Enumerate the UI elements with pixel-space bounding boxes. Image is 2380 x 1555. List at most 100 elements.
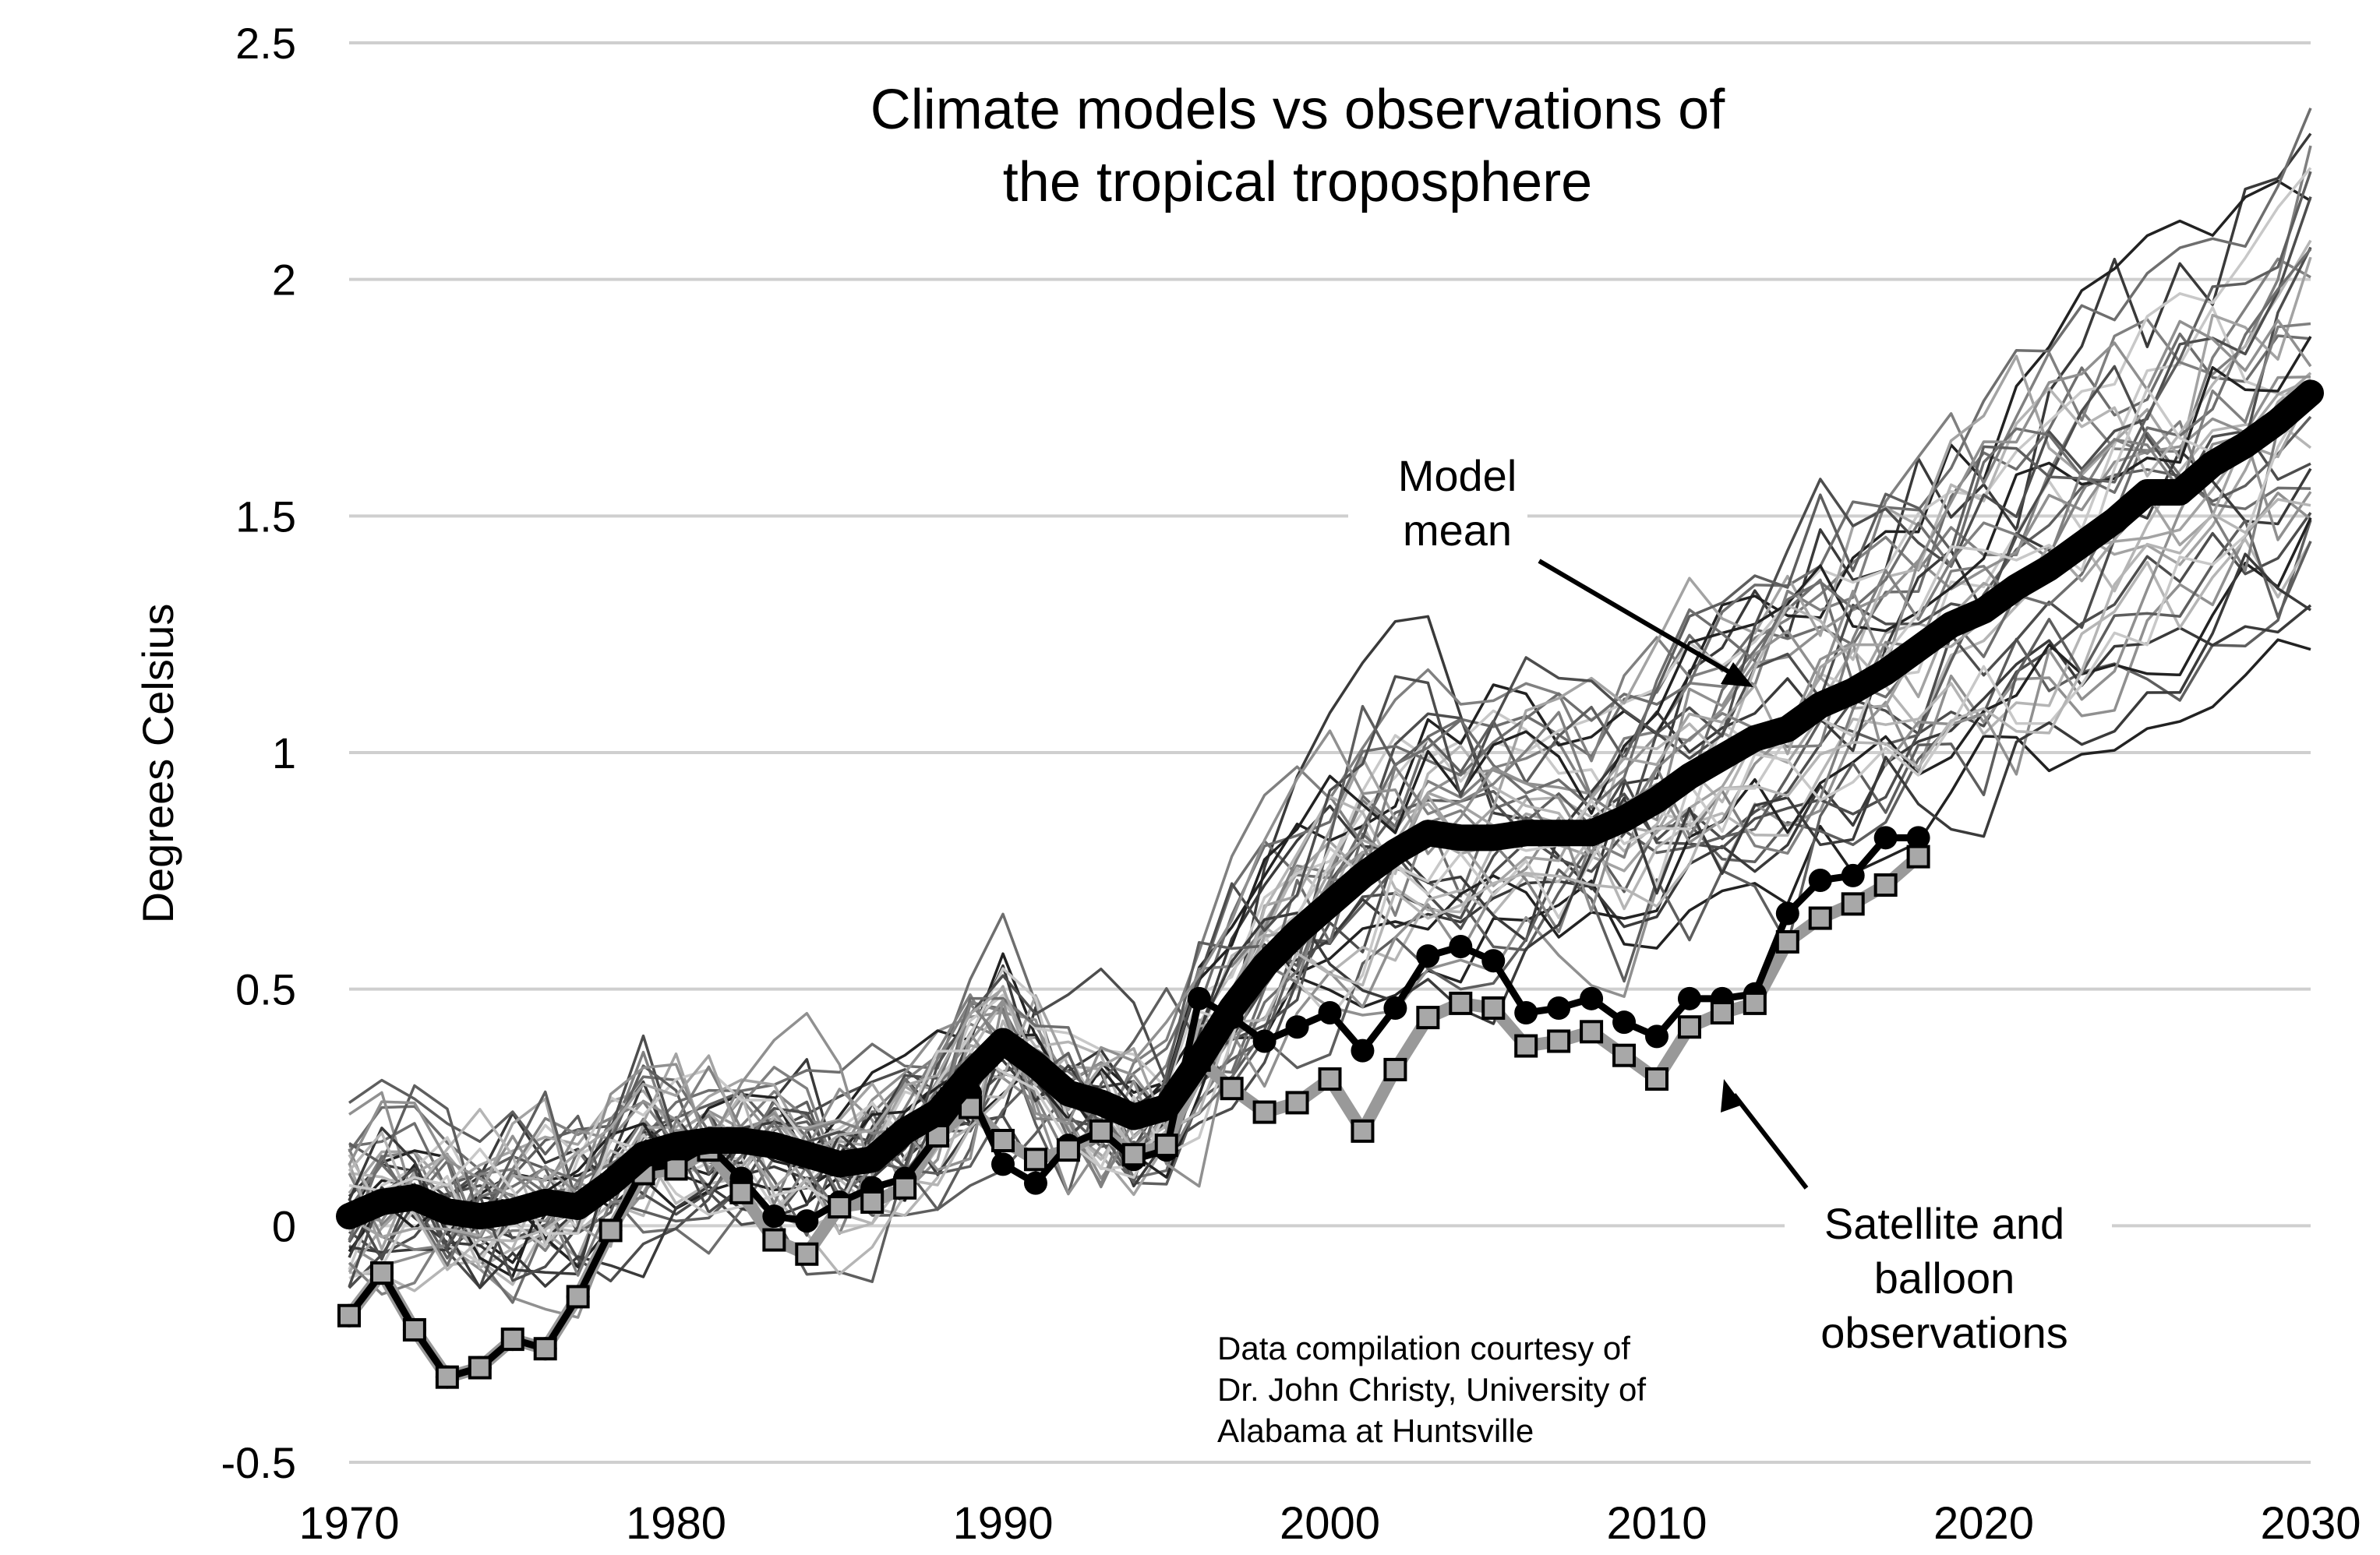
satellites-point-29 — [1285, 1015, 1309, 1039]
y-tick-label-5: 2 — [272, 256, 296, 305]
balloons-point-20 — [991, 1129, 1015, 1153]
balloons-point-41 — [1677, 1015, 1701, 1039]
satellites-point-26 — [1187, 986, 1211, 1010]
model-run-line-35 — [348, 322, 2311, 1296]
balloons-point-25 — [1154, 1134, 1178, 1158]
satellites-point-48 — [1906, 826, 1930, 850]
model-mean-label-line-1: Model — [1398, 451, 1517, 500]
x-tick-label-1: 1980 — [626, 1498, 726, 1549]
y-tick-label-4: 1.5 — [235, 492, 296, 541]
satellites-point-34 — [1449, 935, 1473, 959]
balloons-point-4 — [468, 1356, 492, 1380]
balloons-point-5 — [500, 1328, 524, 1352]
model-mean-arrowhead — [1721, 662, 1753, 687]
model-run-line-39 — [348, 386, 2311, 1235]
x-tick-label-4: 2010 — [1606, 1498, 1707, 1549]
satellites-point-47 — [1873, 826, 1898, 850]
balloons-point-45 — [1808, 906, 1832, 930]
balloons-point-16 — [860, 1190, 885, 1214]
satellites-point-44 — [1775, 901, 1799, 926]
balloons-point-36 — [1514, 1034, 1538, 1058]
x-tick-label-5: 2020 — [1933, 1498, 2034, 1549]
balloons-point-31 — [1351, 1119, 1375, 1143]
satellites-point-28 — [1252, 1029, 1277, 1053]
balloons-point-22 — [1056, 1138, 1080, 1162]
satellites-point-46 — [1841, 863, 1865, 887]
y-tick-label-1: 0 — [272, 1201, 296, 1250]
satellites-point-40 — [1645, 1024, 1668, 1049]
balloons-point-12 — [729, 1180, 754, 1204]
model-run-line-37 — [348, 378, 2311, 1239]
y-tick-label-0: -0.5 — [221, 1438, 297, 1487]
balloons-point-46 — [1841, 892, 1865, 916]
model-run-line-27 — [348, 256, 2312, 1251]
balloons-point-23 — [1089, 1119, 1113, 1143]
balloons-point-43 — [1743, 991, 1767, 1015]
balloons-point-19 — [959, 1095, 983, 1120]
chart-title-line-1: Climate models vs observations of — [870, 79, 1725, 141]
satellites-point-21 — [1023, 1171, 1047, 1195]
satellites-point-32 — [1383, 996, 1407, 1020]
balloons-point-1 — [369, 1261, 394, 1285]
satellites-point-13 — [762, 1204, 786, 1229]
satellites-point-38 — [1580, 986, 1604, 1010]
y-tick-label-6: 2.5 — [235, 19, 296, 68]
satellites-point-33 — [1416, 944, 1440, 968]
balloons-point-34 — [1449, 991, 1473, 1015]
satellites-point-41 — [1677, 986, 1701, 1010]
model-run-line-31 — [348, 552, 2311, 1289]
satellites-point-20 — [991, 1152, 1015, 1176]
x-tick-label-2: 1990 — [952, 1498, 1053, 1549]
model-run-line-33 — [348, 171, 2312, 1237]
y-axis-label: Degrees Celsius — [133, 604, 182, 924]
satellites-point-30 — [1318, 1001, 1342, 1025]
balloons-point-8 — [599, 1218, 623, 1243]
satellites-point-37 — [1547, 996, 1571, 1020]
balloons-point-33 — [1416, 1006, 1440, 1030]
model-mean-label-line-2: mean — [1403, 506, 1512, 555]
balloons-point-0 — [337, 1303, 361, 1328]
y-tick-label-2: 0.5 — [235, 965, 296, 1014]
balloons-point-38 — [1580, 1020, 1604, 1044]
balloons-point-30 — [1318, 1067, 1342, 1091]
balloons-point-48 — [1906, 844, 1930, 869]
balloons-point-37 — [1547, 1029, 1571, 1053]
observations-label-line-3: observations — [1820, 1308, 2068, 1357]
y-tick-label-3: 1 — [272, 728, 296, 778]
balloons-point-27 — [1220, 1077, 1244, 1101]
balloons-point-2 — [402, 1317, 426, 1342]
balloons-point-15 — [828, 1195, 852, 1219]
balloons-point-13 — [762, 1228, 786, 1252]
observations-label-line-2: balloon — [1874, 1254, 2015, 1303]
model-run-line-36 — [348, 319, 2312, 1198]
balloons-point-3 — [435, 1365, 459, 1389]
balloons-point-39 — [1612, 1043, 1637, 1067]
balloons-point-17 — [893, 1176, 917, 1200]
credit-line-1: Data compilation courtesy of — [1217, 1330, 1630, 1366]
balloons-point-28 — [1252, 1100, 1277, 1124]
observations-arrow — [1732, 1093, 1809, 1190]
satellites-point-36 — [1514, 1001, 1538, 1025]
satellites-point-14 — [795, 1209, 819, 1233]
model-run-line-4 — [348, 332, 2311, 1211]
chart-title-line-2: the tropical troposphere — [1003, 151, 1592, 213]
satellites-point-39 — [1612, 1010, 1637, 1035]
satellites-point-31 — [1351, 1038, 1375, 1063]
axis-tick-labels: -0.5 0 0.5 1 1.5 2 2.5 1970 1980 1990 2000 2010 2020… — [221, 19, 2361, 1549]
balloons-point-6 — [533, 1337, 557, 1361]
model-run-line-12 — [348, 429, 2311, 1289]
balloons-point-21 — [1023, 1148, 1047, 1172]
credit-line-3: Alabama at Huntsville — [1217, 1412, 1534, 1449]
x-tick-label-6: 2030 — [2260, 1498, 2361, 1549]
observations-arrowhead — [1721, 1079, 1743, 1112]
balloons-point-42 — [1710, 1001, 1734, 1025]
balloons-point-47 — [1873, 873, 1898, 897]
x-tick-label-0: 1970 — [298, 1498, 399, 1549]
x-tick-label-3: 2000 — [1280, 1498, 1380, 1549]
balloons-point-35 — [1481, 996, 1506, 1020]
balloons-point-10 — [664, 1157, 688, 1181]
model-mean-series — [336, 379, 2324, 1230]
balloons-point-32 — [1383, 1057, 1407, 1081]
